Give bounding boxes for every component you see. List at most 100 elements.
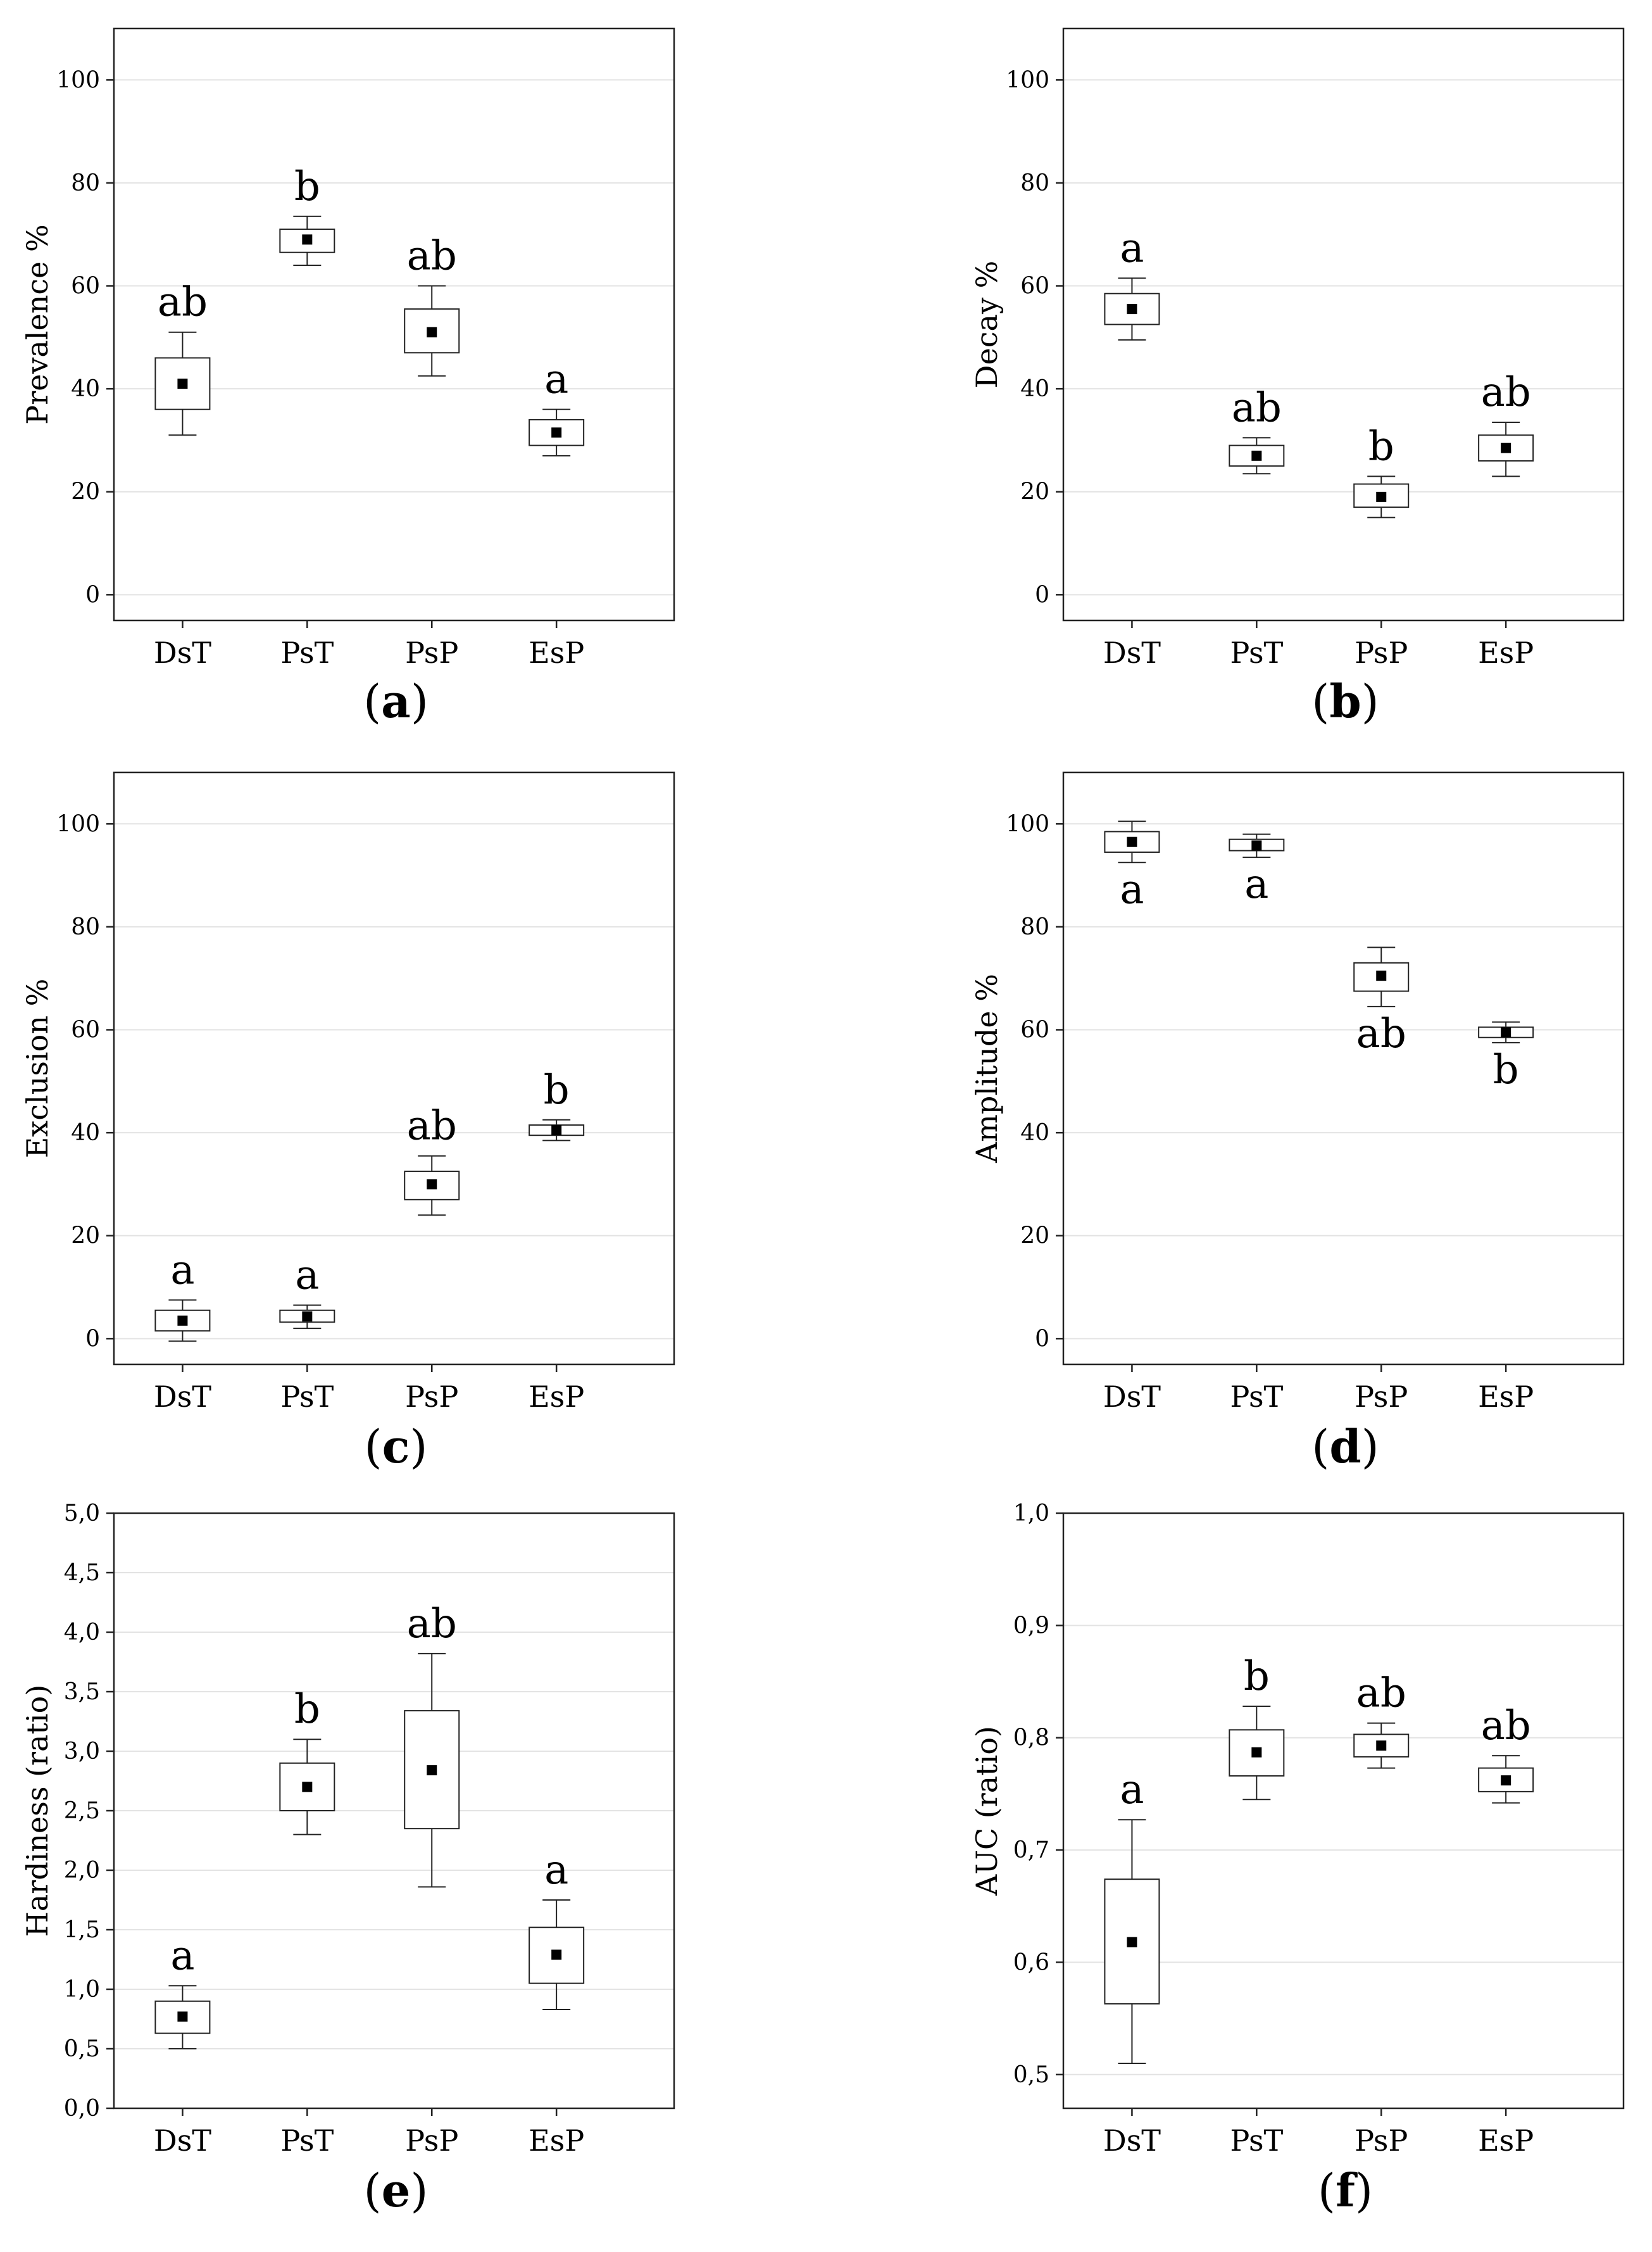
y-tick-label: 60 xyxy=(71,1017,100,1043)
y-tick-label: 100 xyxy=(56,811,100,837)
mean-marker xyxy=(551,1949,562,1960)
y-tick-label: 100 xyxy=(56,67,100,93)
significance-letter: ab xyxy=(1232,384,1282,431)
x-tick-label: EsP xyxy=(529,2123,584,2158)
y-tick-label: 20 xyxy=(1020,479,1049,505)
x-tick-label: EsP xyxy=(1478,636,1534,670)
caption-paren-open: ( xyxy=(364,2164,382,2217)
y-tick-label: 5,0 xyxy=(64,1500,100,1526)
panel-letter: a xyxy=(381,674,411,728)
x-tick-label: PsT xyxy=(280,2123,334,2158)
y-tick-label: 80 xyxy=(1020,914,1049,940)
y-axis-label: Hardiness (ratio) xyxy=(20,1685,54,1937)
y-tick-label: 20 xyxy=(71,1223,100,1249)
mean-marker xyxy=(177,2011,188,2022)
y-tick-label: 0,5 xyxy=(1013,2062,1049,2088)
panel-letter: f xyxy=(1336,2163,1358,2217)
mean-marker xyxy=(427,327,437,337)
mean-marker xyxy=(1251,450,1262,461)
x-tick-label: PsP xyxy=(1355,2123,1408,2158)
x-tick-label: EsP xyxy=(1478,2123,1534,2158)
mean-marker xyxy=(1251,840,1262,851)
x-tick-label: PsP xyxy=(405,636,458,670)
chart-panel-a: 0 20 40 60 80 100 Prevalence % DsT PsT PsP EsP ab b a… xyxy=(20,27,675,728)
mean-marker xyxy=(427,1179,437,1190)
panel-caption: (d) xyxy=(1311,1419,1379,1473)
caption-paren-open: ( xyxy=(1318,2164,1336,2217)
caption-paren-open: ( xyxy=(1311,675,1329,728)
x-tick-label: PsT xyxy=(1230,636,1283,670)
mean-marker xyxy=(1127,836,1137,847)
significance-letter: ab xyxy=(1356,1010,1406,1057)
significance-letter: ab xyxy=(1356,1670,1406,1717)
y-tick-label: 3,5 xyxy=(64,1679,100,1705)
y-axis-label: AUC (ratio) xyxy=(970,1726,1004,1896)
y-tick-label: 100 xyxy=(1006,811,1049,837)
caption-paren-close: ) xyxy=(410,2164,428,2217)
x-tick-label: EsP xyxy=(529,636,584,670)
mean-marker xyxy=(1376,971,1387,981)
x-tick-label: DsT xyxy=(154,1380,211,1414)
y-tick-label: 4,5 xyxy=(64,1560,100,1586)
significance-letter: ab xyxy=(407,1601,457,1647)
x-tick-label: PsT xyxy=(1230,1380,1283,1414)
caption-paren-close: ) xyxy=(411,675,429,728)
panel-caption: (f) xyxy=(1318,2163,1373,2217)
y-tick-label: 4,0 xyxy=(64,1620,100,1645)
significance-letter: a xyxy=(170,1247,194,1293)
x-tick-label: DsT xyxy=(1103,2123,1161,2158)
panel-caption: (c) xyxy=(364,1419,427,1473)
caption-paren-open: ( xyxy=(363,675,381,728)
y-tick-label: 100 xyxy=(1006,67,1049,93)
y-tick-label: 0 xyxy=(1035,582,1049,608)
box-iqr xyxy=(404,1171,460,1200)
mean-marker xyxy=(427,1765,437,1776)
plot-frame xyxy=(1062,771,1625,1366)
x-tick-label: DsT xyxy=(1103,636,1161,670)
mean-marker xyxy=(1376,491,1387,502)
box-iqr xyxy=(1353,962,1410,992)
significance-letter: a xyxy=(1120,866,1144,913)
caption-paren-open: ( xyxy=(364,1420,382,1473)
mean-marker xyxy=(551,1125,562,1136)
chart-panel-c: 0 20 40 60 80 100 Exclusion % DsT PsT PsP EsP a a ab b… xyxy=(20,771,675,1473)
x-tick-label: PsT xyxy=(280,636,334,670)
x-tick-label: DsT xyxy=(154,2123,211,2158)
mean-marker xyxy=(177,379,188,389)
y-tick-label: 0,7 xyxy=(1013,1837,1049,1863)
significance-letter: b xyxy=(1493,1047,1519,1093)
y-tick-label: 80 xyxy=(71,170,100,196)
panel-letter: c xyxy=(382,1419,410,1473)
x-tick-label: DsT xyxy=(1103,1380,1161,1414)
plot-frame xyxy=(1062,1512,1625,2110)
y-axis-label: Exclusion % xyxy=(20,979,54,1159)
mean-marker xyxy=(177,1315,188,1326)
y-tick-label: 1,5 xyxy=(64,1917,100,1943)
y-tick-label: 40 xyxy=(1020,1120,1049,1146)
mean-marker xyxy=(551,427,562,438)
mean-marker xyxy=(1127,1937,1137,1947)
caption-paren-close: ) xyxy=(1355,2164,1373,2217)
mean-marker xyxy=(1501,443,1511,453)
panel-letter: d xyxy=(1329,1419,1361,1473)
x-tick-label: EsP xyxy=(1478,1380,1534,1414)
y-tick-label: 3,0 xyxy=(64,1739,100,1764)
y-tick-label: 0,6 xyxy=(1013,1949,1049,1975)
y-tick-label: 0,5 xyxy=(64,2036,100,2062)
y-axis-label: Decay % xyxy=(970,261,1004,389)
y-tick-label: 0,9 xyxy=(1013,1613,1049,1639)
significance-letter: a xyxy=(544,356,568,403)
x-tick-label: PsP xyxy=(1355,636,1408,670)
panel-caption: (e) xyxy=(364,2163,429,2217)
y-tick-label: 0 xyxy=(85,582,100,608)
caption-paren-close: ) xyxy=(1361,675,1379,728)
significance-letter: a xyxy=(544,1847,568,1894)
panel-caption: (a) xyxy=(363,674,429,728)
x-tick-label: PsP xyxy=(405,1380,458,1414)
y-tick-label: 60 xyxy=(1020,1017,1049,1043)
y-tick-label: 0 xyxy=(85,1326,100,1352)
y-tick-label: 40 xyxy=(71,1120,100,1146)
y-tick-label: 40 xyxy=(71,376,100,402)
significance-letter: ab xyxy=(407,1103,457,1150)
